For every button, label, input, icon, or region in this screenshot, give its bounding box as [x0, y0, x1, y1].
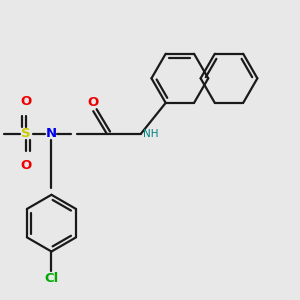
Text: N: N [46, 127, 57, 140]
Text: Cl: Cl [44, 272, 58, 285]
Text: O: O [20, 95, 32, 108]
Text: NH: NH [143, 129, 159, 139]
Text: O: O [20, 159, 32, 172]
Text: S: S [21, 127, 31, 140]
Text: O: O [88, 96, 99, 109]
